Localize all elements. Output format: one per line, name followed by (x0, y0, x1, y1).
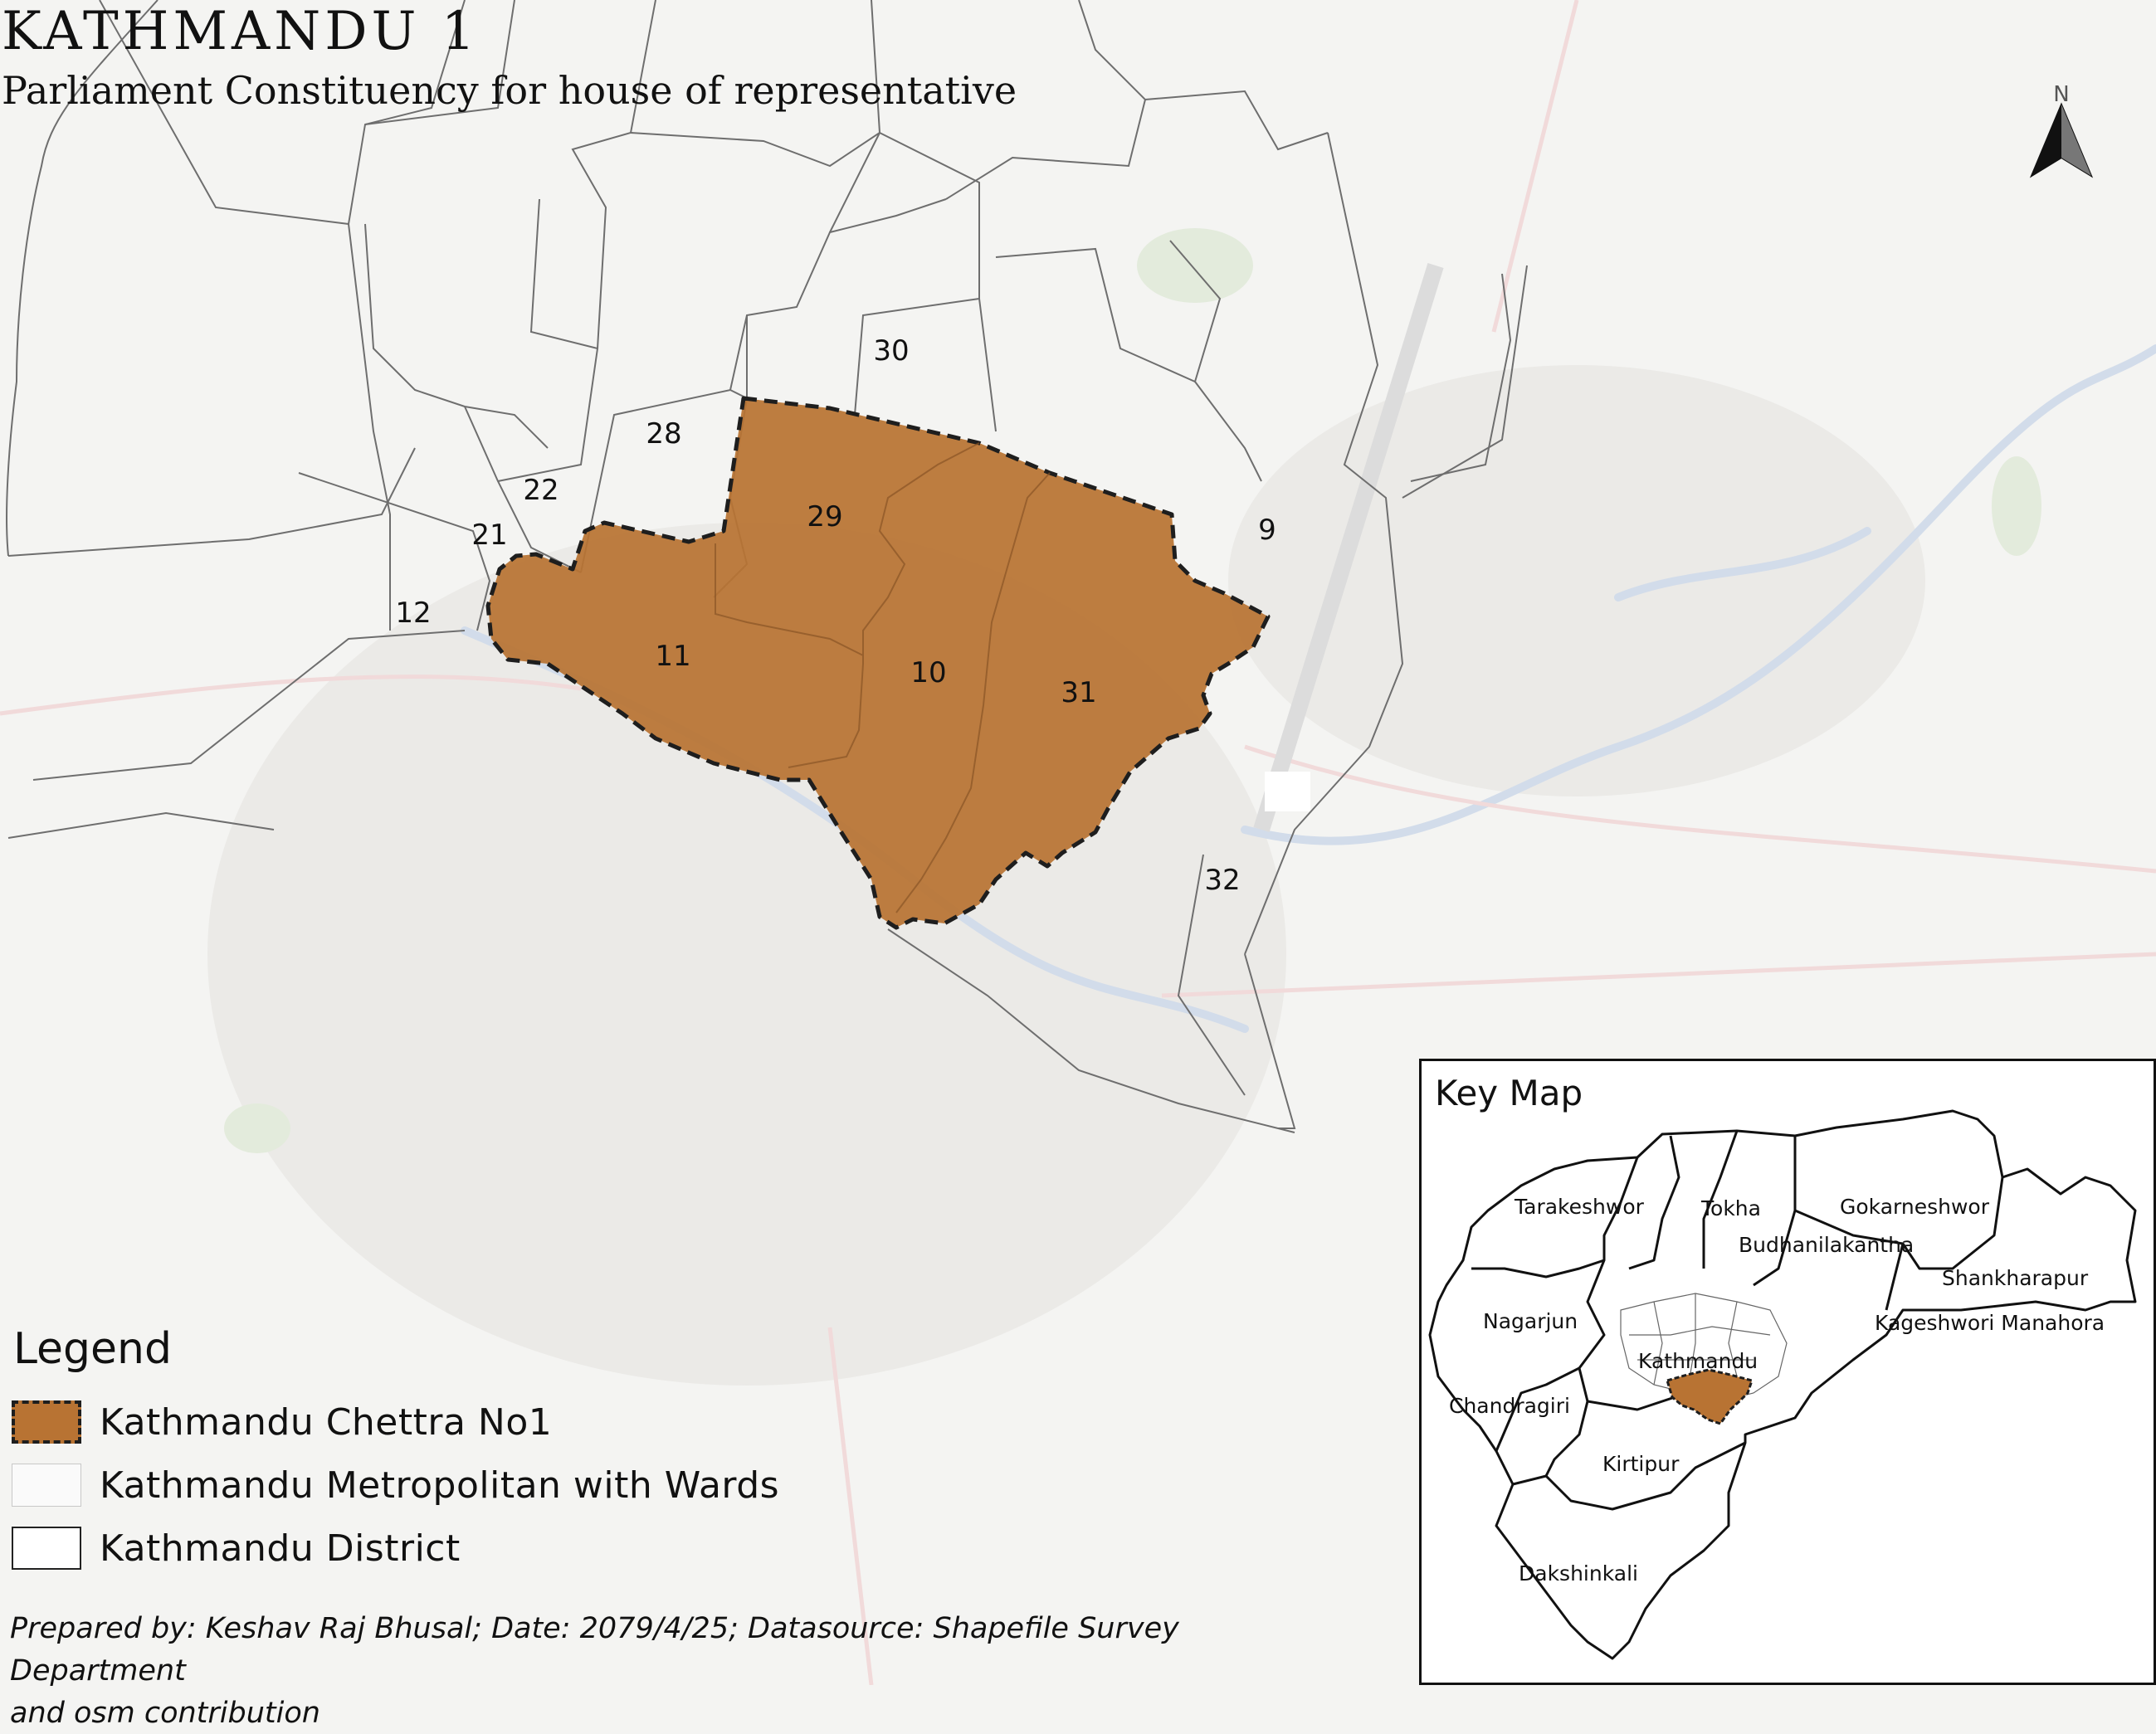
credits-line-1: Prepared by: Keshav Raj Bhusal; Date: 20… (10, 1608, 1338, 1693)
legend-label: Kathmandu Metropolitan with Wards (100, 1464, 779, 1507)
credits-footer: Prepared by: Keshav Raj Bhusal; Date: 20… (10, 1608, 1338, 1734)
place-labels: Tarakeshwor Tokha Gokarneshwor Budhanila… (1449, 1195, 2105, 1585)
key-map-title: Key Map (1435, 1073, 1583, 1113)
legend-title: Legend (13, 1327, 841, 1371)
legend-item-chettra[interactable]: Kathmandu Chettra No1 (12, 1399, 841, 1445)
ward-label: 32 (1204, 864, 1240, 897)
ward-label: 11 (655, 640, 690, 673)
place-label: Shankharapur (1942, 1266, 2089, 1290)
place-label: Budhanilakantha (1739, 1233, 1914, 1257)
map-subtitle: Parliament Constituency for house of rep… (2, 70, 1017, 112)
wards-swatch (12, 1464, 81, 1507)
ward-label: 12 (395, 597, 431, 630)
ward-label: 22 (523, 474, 559, 507)
ward-label: 10 (910, 656, 946, 689)
chettra-swatch (12, 1400, 81, 1444)
place-label: Tokha (1700, 1196, 1761, 1220)
legend-item-district[interactable]: Kathmandu District (12, 1525, 841, 1571)
ward-label: 29 (807, 500, 842, 533)
place-label: Nagarjun (1483, 1309, 1578, 1333)
credits-line-2: and osm contribution (10, 1693, 1338, 1734)
place-label: Kathmandu (1638, 1349, 1758, 1373)
ward-label: 30 (873, 334, 909, 368)
place-label: Kageshwori Manahora (1875, 1311, 2105, 1335)
place-label: Chandragiri (1449, 1394, 1570, 1418)
key-map-svg: Tarakeshwor Tokha Gokarneshwor Budhanila… (1422, 1061, 2154, 1683)
legend-item-wards[interactable]: Kathmandu Metropolitan with Wards (12, 1462, 841, 1508)
legend-label: Kathmandu Chettra No1 (100, 1401, 552, 1444)
place-label: Kirtipur (1602, 1452, 1680, 1476)
legend-label: Kathmandu District (100, 1527, 461, 1570)
ward-label: 28 (646, 417, 681, 451)
ward-label: 9 (1258, 514, 1276, 547)
legend: Legend Kathmandu Chettra No1 Kathmandu M… (12, 1327, 841, 1588)
key-map[interactable]: Tarakeshwor Tokha Gokarneshwor Budhanila… (1419, 1059, 2156, 1685)
map-title: KATHMANDU 1 (2, 5, 480, 58)
place-label: Dakshinkali (1519, 1561, 1638, 1585)
key-map-constituency (1667, 1370, 1752, 1424)
ward-label: 21 (471, 519, 507, 552)
district-swatch (12, 1527, 81, 1570)
ward-label: 31 (1061, 676, 1096, 709)
place-label: Tarakeshwor (1514, 1195, 1645, 1219)
place-label: Gokarneshwor (1840, 1195, 1990, 1219)
